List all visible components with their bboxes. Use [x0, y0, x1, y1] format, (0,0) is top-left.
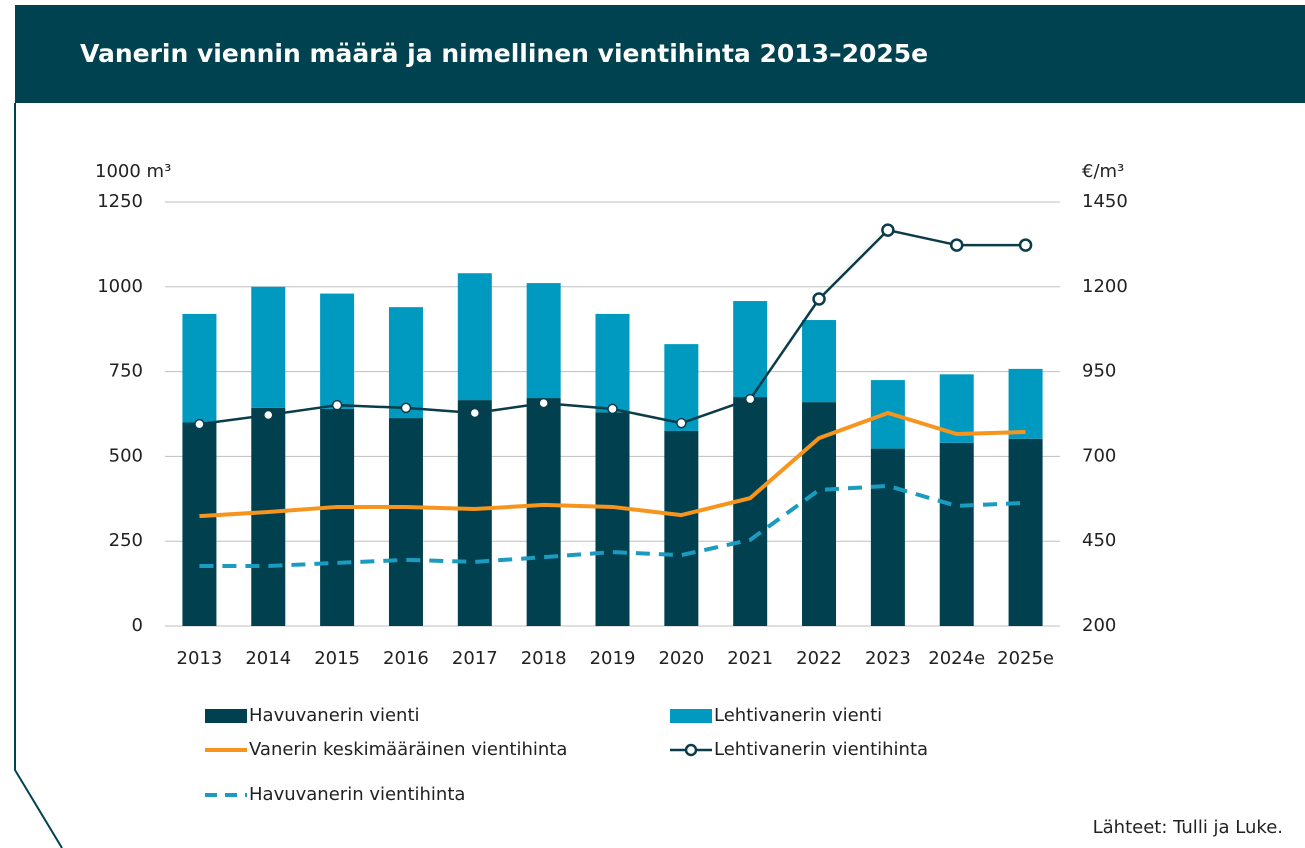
legend-swatch	[205, 709, 247, 723]
line-marker	[538, 397, 549, 409]
bar	[320, 293, 355, 409]
line-marker	[331, 399, 343, 411]
bar	[388, 418, 423, 626]
bar	[870, 448, 905, 626]
bar	[664, 430, 699, 626]
y-axis-label: 1000 m³	[95, 161, 171, 182]
x-tick-label: 2016	[383, 648, 429, 669]
line-marker	[812, 292, 826, 306]
x-tick-label: 2013	[177, 648, 223, 669]
x-tick-label: 2024e	[928, 648, 985, 669]
x-tick-label: 2017	[452, 648, 498, 669]
source: Lähteet: Tulli ja Luke.	[1093, 817, 1283, 838]
bar	[388, 307, 423, 419]
line-marker	[263, 409, 274, 421]
y-tick-label: 750	[109, 361, 143, 382]
bar	[320, 408, 355, 626]
legend-swatch	[670, 709, 712, 723]
legend-label: Lehtivanerin vienti	[714, 705, 882, 726]
line-marker	[881, 223, 895, 237]
bar	[457, 400, 492, 626]
y2-tick-label: 950	[1082, 361, 1116, 382]
y2-tick-label: 700	[1082, 445, 1116, 466]
header	[15, 5, 1305, 103]
bar	[182, 313, 217, 423]
x-tick-label: 2018	[521, 648, 567, 669]
legend-label: Havuvanerin vientihinta	[249, 784, 465, 805]
line	[199, 410, 1026, 519]
line-marker	[400, 402, 412, 414]
bar	[595, 412, 630, 626]
bar	[939, 442, 974, 626]
chart-title: Vanerin viennin määrä ja nimellinen vien…	[80, 39, 928, 68]
x-tick-label: 2015	[314, 648, 360, 669]
frame	[14, 103, 63, 848]
y-tick-label: 1000	[97, 276, 143, 297]
y-tick-label: 1250	[97, 191, 143, 212]
bar	[802, 320, 837, 403]
y2-tick-label: 200	[1082, 615, 1116, 636]
line-marker	[744, 393, 756, 405]
y2-tick-label: 1200	[1082, 276, 1128, 297]
x-tick-label: 2023	[865, 648, 911, 669]
bar	[182, 422, 217, 626]
x-tick-label: 2014	[245, 648, 291, 669]
y-tick-label: 0	[132, 615, 143, 636]
bar	[457, 273, 492, 401]
legend-label: Havuvanerin vienti	[249, 705, 420, 726]
legend-label: Lehtivanerin vientihinta	[714, 739, 928, 760]
line-marker	[1018, 238, 1033, 252]
bar	[1008, 438, 1043, 626]
x-tick-label: 2025e	[997, 648, 1054, 669]
y2-axis-label: €/m³	[1082, 161, 1124, 182]
y2-tick-label: 1450	[1082, 191, 1128, 212]
y-tick-label: 250	[109, 530, 143, 551]
bar	[251, 407, 286, 626]
x-tick-label: 2022	[796, 648, 842, 669]
legend-swatch-marker	[684, 743, 698, 757]
bar	[251, 286, 286, 408]
line-marker	[949, 238, 964, 252]
bar	[526, 398, 561, 626]
legend-label: Vanerin keskimääräinen vientihinta	[249, 739, 567, 760]
bar	[733, 397, 768, 626]
bar	[595, 313, 630, 413]
y2-tick-label: 450	[1082, 530, 1116, 551]
line-marker	[676, 417, 687, 429]
bar	[664, 344, 699, 431]
line-marker	[469, 407, 481, 419]
y-tick-label: 500	[109, 445, 143, 466]
x-tick-label: 2021	[727, 648, 773, 669]
line-marker	[194, 418, 205, 430]
x-tick-label: 2019	[590, 648, 636, 669]
x-tick-label: 2020	[658, 648, 704, 669]
bar	[526, 283, 561, 399]
bar	[1008, 368, 1043, 439]
line-marker	[607, 403, 618, 415]
